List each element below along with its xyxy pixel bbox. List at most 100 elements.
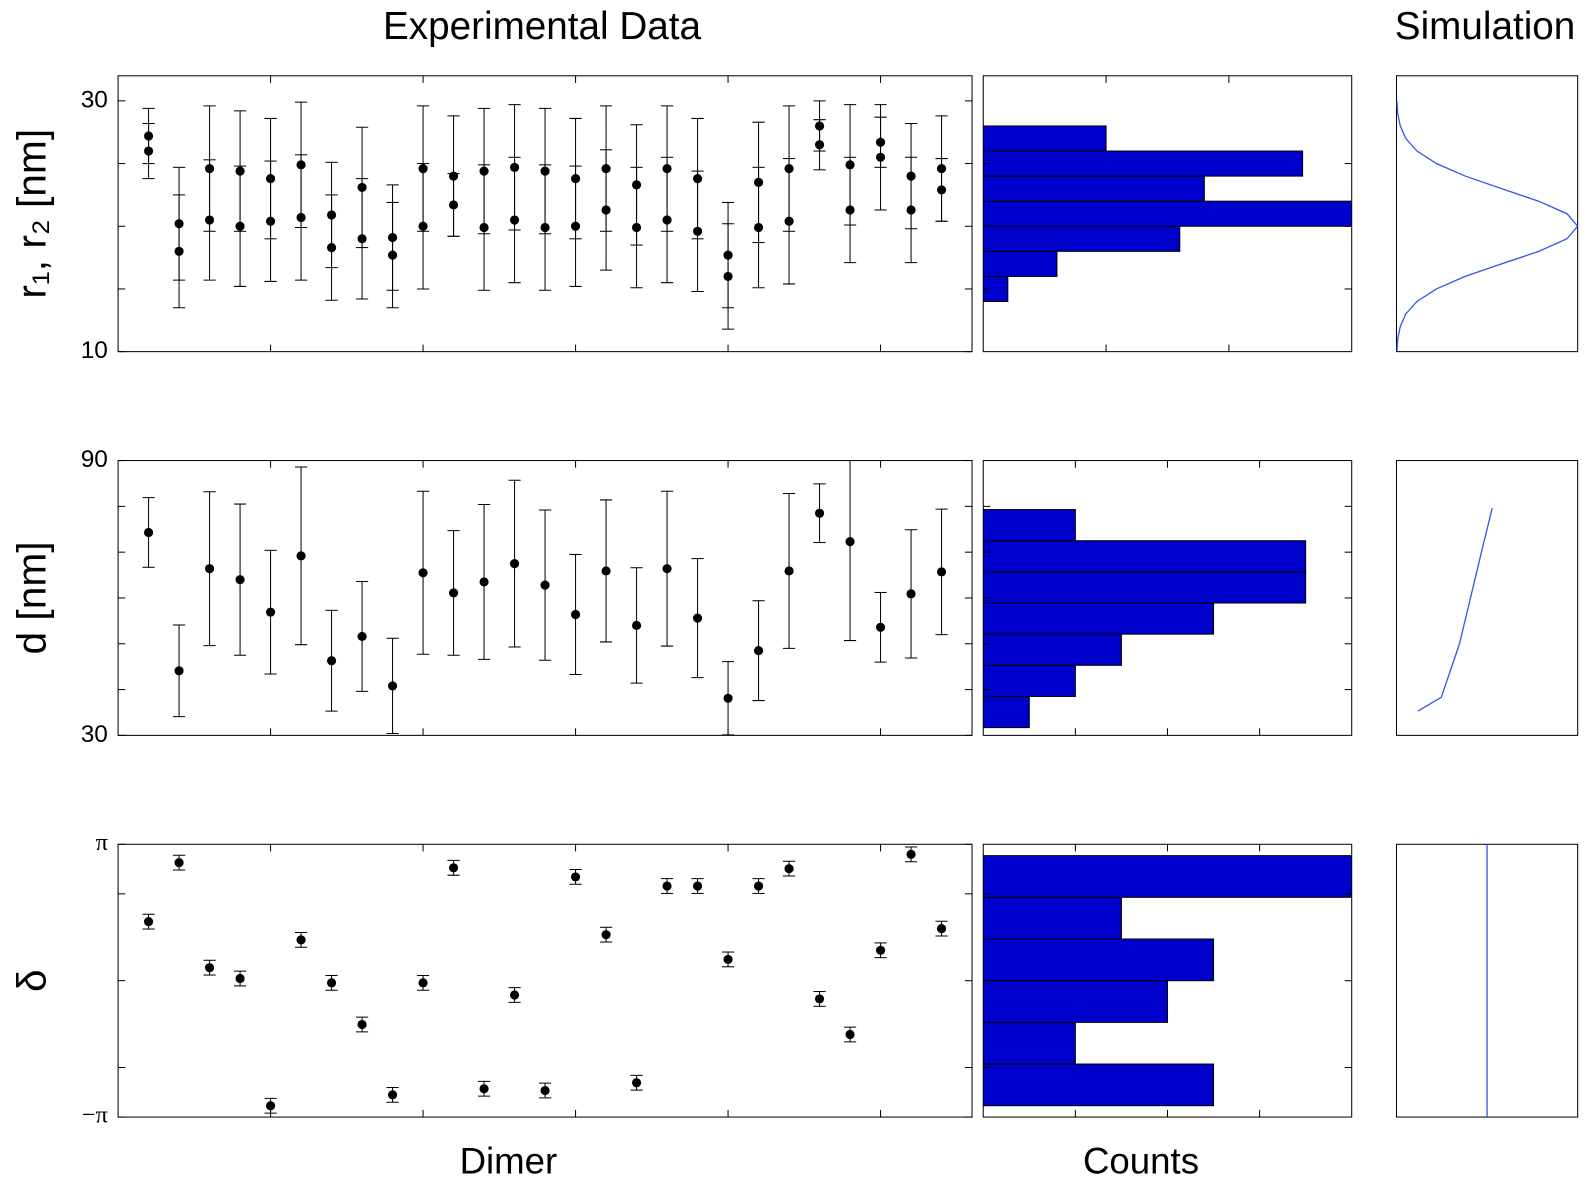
sim-line <box>1396 100 1578 352</box>
hist-bar <box>983 855 1352 898</box>
data-point <box>143 527 154 538</box>
y-tick-label: 10 <box>81 337 108 364</box>
hist-bar <box>983 664 1076 697</box>
plot-area <box>983 855 1352 1107</box>
data-point <box>265 216 276 226</box>
title: Experimental Data <box>383 5 701 48</box>
hist-bar <box>983 1021 1076 1065</box>
data-point <box>875 152 886 162</box>
y-axis-label: r₁, r₂ [nm] <box>8 129 54 299</box>
data-point <box>723 954 733 964</box>
data-point <box>357 1019 367 1030</box>
data-point <box>174 666 184 676</box>
data-point <box>906 589 916 599</box>
data-point <box>174 246 184 256</box>
hist-bar <box>983 633 1122 666</box>
data-point <box>875 945 886 955</box>
hist-bar <box>983 695 1030 729</box>
data-point <box>418 221 428 231</box>
data-point <box>479 1084 489 1094</box>
data-point <box>418 978 428 988</box>
data-point <box>692 613 703 623</box>
plot-area <box>142 100 948 330</box>
data-point <box>387 1090 398 1100</box>
data-point <box>692 226 703 236</box>
data-point <box>448 588 459 598</box>
hist-bar <box>983 150 1304 177</box>
data-point <box>204 215 215 225</box>
data-point <box>509 559 520 569</box>
data-point <box>936 185 947 195</box>
hist-bar <box>983 125 1107 152</box>
plot-area <box>142 460 948 736</box>
data-point <box>265 607 276 617</box>
hist-bar <box>983 571 1307 604</box>
data-point <box>814 140 825 150</box>
data-point <box>418 568 428 578</box>
plot-box <box>1395 75 1579 353</box>
data-point <box>936 567 947 577</box>
plot-area <box>983 125 1352 302</box>
hist-bar <box>983 602 1215 635</box>
data-point <box>601 205 611 215</box>
data-point <box>845 205 855 215</box>
hist-bar <box>983 200 1352 227</box>
data-point <box>570 872 581 882</box>
data-point <box>357 234 367 244</box>
data-point <box>631 620 642 631</box>
data-point <box>936 923 947 934</box>
data-point <box>906 205 916 215</box>
sim-line <box>1417 508 1493 712</box>
data-point <box>387 250 398 260</box>
data-point <box>296 212 306 223</box>
data-point <box>540 1085 550 1096</box>
data-point <box>326 242 337 253</box>
plot-area <box>1417 508 1493 712</box>
y-axis-label: d [nm] <box>8 541 54 654</box>
data-point <box>235 973 245 984</box>
y-tick-label: 30 <box>81 86 108 113</box>
data-point <box>143 146 154 156</box>
data-point <box>906 849 916 859</box>
plot-area <box>1396 100 1578 352</box>
data-point <box>509 990 520 1000</box>
data-point <box>204 963 215 973</box>
hist-bar <box>983 1063 1215 1107</box>
y-tick-label: 30 <box>81 721 108 748</box>
data-point <box>174 858 184 868</box>
data-point <box>540 222 550 233</box>
hist-bar <box>983 896 1122 940</box>
data-point <box>631 1078 642 1088</box>
data-point <box>479 222 489 233</box>
data-point <box>662 215 672 225</box>
data-point <box>296 935 306 945</box>
data-point <box>509 215 520 225</box>
hist-bar <box>983 250 1058 277</box>
plot-area <box>983 509 1307 729</box>
data-point <box>448 863 459 873</box>
data-point <box>326 978 337 988</box>
data-point <box>387 681 398 691</box>
data-point <box>479 577 489 587</box>
hist-bar <box>983 540 1307 573</box>
y-tick-label: 90 <box>81 446 108 473</box>
data-point <box>662 564 672 574</box>
hist-bar <box>983 225 1181 252</box>
x-axis-label: Dimer <box>460 1141 558 1182</box>
data-point <box>692 881 703 891</box>
data-point <box>265 1101 276 1111</box>
data-point <box>814 508 825 518</box>
data-point <box>845 1029 855 1040</box>
data-point <box>753 222 764 233</box>
title: Simulation <box>1395 5 1575 48</box>
data-point <box>296 551 306 561</box>
data-point <box>601 930 611 940</box>
data-point <box>784 566 794 576</box>
y-tick-label: −π <box>82 1102 108 1129</box>
hist-bar <box>983 980 1168 1023</box>
plot-box <box>117 843 973 1118</box>
data-point <box>204 564 215 574</box>
data-point <box>448 200 459 210</box>
hist-bar <box>983 509 1076 542</box>
